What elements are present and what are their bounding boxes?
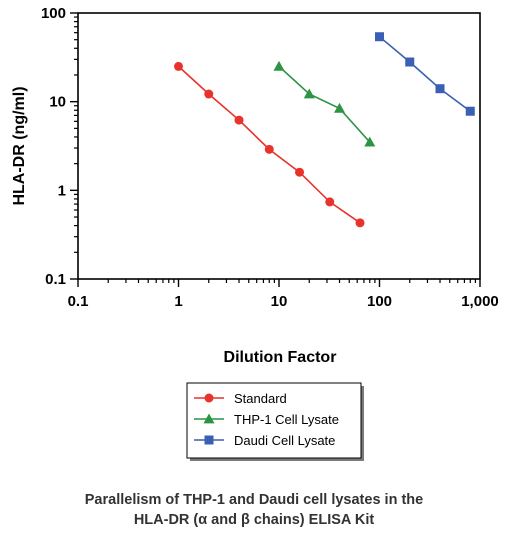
data-point-thp-1-cell-lysate [334,102,346,113]
data-point-standard [174,61,183,71]
series-thp-1-cell-lysate [273,60,376,147]
data-point-thp-1-cell-lysate [303,88,315,99]
axes: 0.1 1 10 100 1,000 0.1 1 10 100 [41,5,499,310]
y-tick-label: 1 [58,182,66,199]
data-point-thp-1-cell-lysate [273,60,285,71]
x-axis-label: Dilution Factor [224,349,337,366]
legend: Standard THP-1 Cell Lysate Daudi Cell Lysa… [186,382,364,461]
caption-line-1: Parallelism of THP-1 and Daudi cell lysa… [84,492,424,508]
y-tick-label: 100 [41,5,66,22]
caption-line-2: HLA-DR (α and β chains) ELISA Kit [133,512,375,528]
figure-caption: Parallelism of THP-1 and Daudi cell lysa… [0,490,508,530]
x-tick-label: 100 [367,293,392,310]
data-point-daudi-cell-lysate [435,84,445,94]
legend-marker-standard [204,393,214,403]
x-tick-label: 1,000 [461,293,499,310]
legend-label-standard: Standard [234,391,287,406]
legend-label-daudi-cell-lysate: Daudi Cell Lysate [234,433,335,448]
series-line-daudi-cell-lysate [378,36,471,112]
plot-area [174,32,475,228]
data-point-standard [295,167,305,177]
data-point-standard [355,218,365,228]
y-tick-label: 10 [49,94,66,111]
x-tick-label: 10 [271,293,288,310]
legend-box [186,382,362,459]
legend-label-thp-1-cell-lysate: THP-1 Cell Lysate [234,412,339,427]
data-point-daudi-cell-lysate [405,57,415,67]
data-point-standard [325,197,335,207]
x-tick-label: 1 [174,293,182,310]
series-daudi-cell-lysate [375,32,475,116]
data-point-daudi-cell-lysate [375,32,384,42]
series-line-thp-1-cell-lysate [278,65,371,143]
data-point-thp-1-cell-lysate [364,136,376,147]
data-point-daudi-cell-lysate [465,106,475,116]
data-point-standard [264,144,274,154]
data-point-standard [234,115,244,125]
series-standard [174,61,365,228]
legend-marker-thp-1-cell-lysate [203,413,215,424]
y-tick-label: 0.1 [45,271,66,288]
plot-frame [77,12,481,280]
y-axis-label: HLA-DR (ng/ml) [11,86,28,205]
data-point-standard [204,89,214,99]
legend-marker-daudi-cell-lysate [204,435,214,445]
x-tick-label: 0.1 [68,293,89,310]
